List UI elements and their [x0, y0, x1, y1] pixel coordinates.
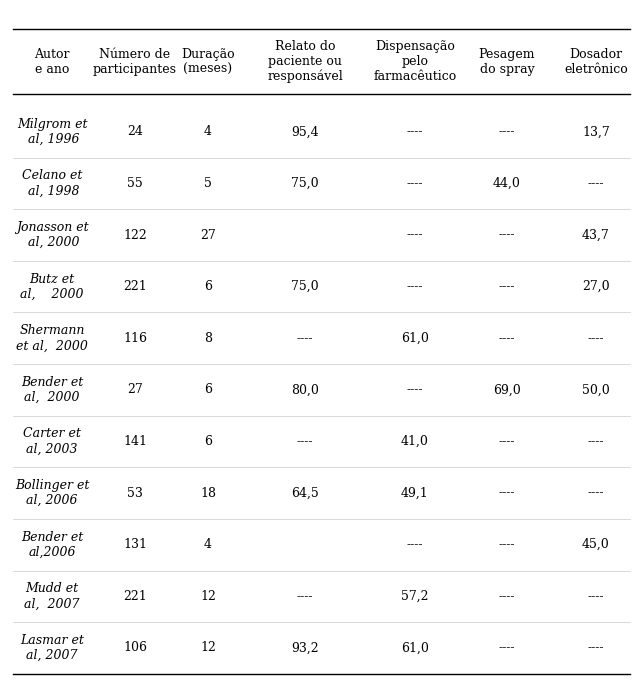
Text: 116: 116: [123, 332, 147, 345]
Text: 27: 27: [127, 383, 143, 397]
Text: ----: ----: [588, 590, 604, 603]
Text: 69,0: 69,0: [493, 383, 521, 397]
Text: Bollinger et
al, 2006: Bollinger et al, 2006: [15, 479, 89, 507]
Text: 75,0: 75,0: [291, 280, 319, 293]
Text: Dispensação
pelo
farmacêutico: Dispensação pelo farmacêutico: [374, 40, 457, 83]
Text: 12: 12: [200, 642, 216, 655]
Text: Dosador
eletrônico: Dosador eletrônico: [564, 48, 628, 75]
Text: 43,7: 43,7: [582, 228, 610, 241]
Text: 57,2: 57,2: [401, 590, 429, 603]
Text: ----: ----: [499, 435, 515, 448]
Text: ----: ----: [407, 177, 423, 190]
Text: 93,2: 93,2: [291, 642, 319, 655]
Text: 55: 55: [127, 177, 143, 190]
Text: 24: 24: [127, 125, 143, 138]
Text: ----: ----: [297, 435, 313, 448]
Text: 64,5: 64,5: [291, 486, 319, 499]
Text: 5: 5: [204, 177, 212, 190]
Text: Celano et
 al, 1998: Celano et al, 1998: [22, 170, 82, 198]
Text: ----: ----: [297, 332, 313, 345]
Text: Pesagem
do spray: Pesagem do spray: [479, 48, 535, 75]
Text: ----: ----: [588, 435, 604, 448]
Text: Bender et
al,  2000: Bender et al, 2000: [21, 376, 83, 404]
Text: 221: 221: [123, 590, 147, 603]
Text: ----: ----: [407, 538, 423, 551]
Text: 6: 6: [204, 435, 212, 448]
Text: 106: 106: [123, 642, 147, 655]
Text: ----: ----: [588, 332, 604, 345]
Text: Relato do
paciente ou
responsável: Relato do paciente ou responsável: [267, 40, 343, 83]
Text: Mudd et
al,  2007: Mudd et al, 2007: [24, 582, 80, 610]
Text: ----: ----: [499, 486, 515, 499]
Text: ----: ----: [407, 383, 423, 397]
Text: ----: ----: [499, 538, 515, 551]
Text: ----: ----: [499, 280, 515, 293]
Text: 4: 4: [204, 538, 212, 551]
Text: 6: 6: [204, 280, 212, 293]
Text: 53: 53: [127, 486, 143, 499]
Text: 4: 4: [204, 125, 212, 138]
Text: ----: ----: [297, 590, 313, 603]
Text: 27,0: 27,0: [582, 280, 610, 293]
Text: 75,0: 75,0: [291, 177, 319, 190]
Text: 13,7: 13,7: [582, 125, 610, 138]
Text: Milgrom et
 al, 1996: Milgrom et al, 1996: [17, 118, 87, 146]
Text: ----: ----: [407, 280, 423, 293]
Text: 6: 6: [204, 383, 212, 397]
Text: Autor
e ano: Autor e ano: [34, 48, 69, 75]
Text: Butz et
al,    2000: Butz et al, 2000: [20, 273, 84, 301]
Text: Bender et
al,2006: Bender et al,2006: [21, 531, 83, 559]
Text: ----: ----: [407, 125, 423, 138]
Text: ----: ----: [499, 228, 515, 241]
Text: ----: ----: [588, 642, 604, 655]
Text: 8: 8: [204, 332, 212, 345]
Text: ----: ----: [407, 228, 423, 241]
Text: 27: 27: [200, 228, 216, 241]
Text: ----: ----: [499, 125, 515, 138]
Text: 45,0: 45,0: [582, 538, 610, 551]
Text: 50,0: 50,0: [582, 383, 610, 397]
Text: ----: ----: [499, 590, 515, 603]
Text: 131: 131: [123, 538, 147, 551]
Text: 122: 122: [123, 228, 147, 241]
Text: 18: 18: [200, 486, 216, 499]
Text: 95,4: 95,4: [291, 125, 319, 138]
Text: 44,0: 44,0: [493, 177, 521, 190]
Text: 49,1: 49,1: [401, 486, 429, 499]
Text: Duração
(meses): Duração (meses): [181, 48, 235, 75]
Text: 12: 12: [200, 590, 216, 603]
Text: Número de
participantes: Número de participantes: [93, 48, 177, 75]
Text: ----: ----: [499, 332, 515, 345]
Text: Jonasson et
 al, 2000: Jonasson et al, 2000: [15, 221, 88, 249]
Text: 61,0: 61,0: [401, 642, 429, 655]
Text: 80,0: 80,0: [291, 383, 319, 397]
Text: ----: ----: [588, 177, 604, 190]
Text: 141: 141: [123, 435, 147, 448]
Text: ----: ----: [588, 486, 604, 499]
Text: Carter et
al, 2003: Carter et al, 2003: [23, 428, 81, 456]
Text: 221: 221: [123, 280, 147, 293]
Text: Shermann
et al,  2000: Shermann et al, 2000: [16, 324, 88, 352]
Text: ----: ----: [499, 642, 515, 655]
Text: Lasmar et
al, 2007: Lasmar et al, 2007: [20, 634, 84, 662]
Text: 61,0: 61,0: [401, 332, 429, 345]
Text: 41,0: 41,0: [401, 435, 429, 448]
